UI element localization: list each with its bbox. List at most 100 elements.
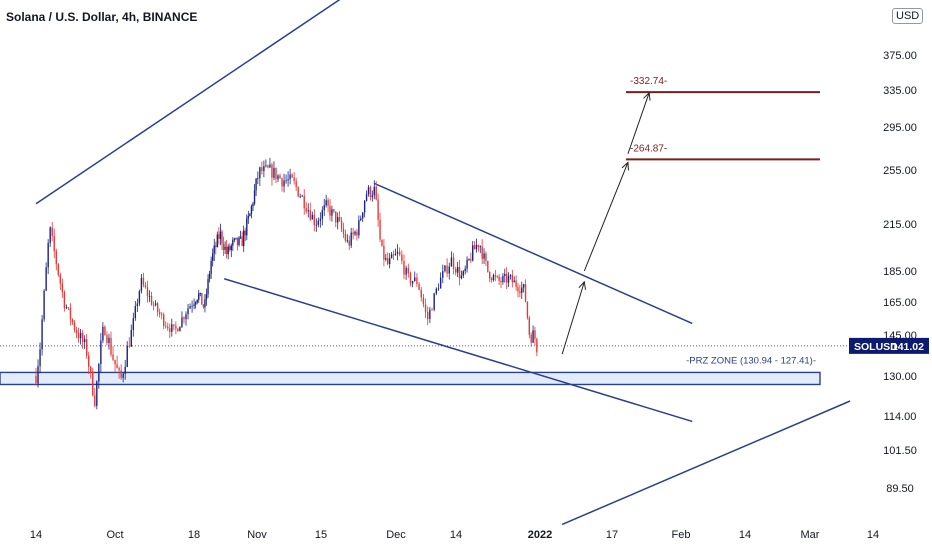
candle-body [128, 345, 130, 347]
candle-body [513, 280, 515, 283]
time-tick-label: 15 [315, 529, 327, 541]
candle-body [53, 236, 55, 252]
candle-body [208, 273, 211, 279]
candle [472, 240, 474, 262]
candle [45, 262, 47, 292]
candle-body [437, 288, 440, 290]
candle-body [496, 276, 498, 278]
price-tick-label: 215.00 [883, 219, 917, 231]
candle-body [261, 167, 263, 172]
candle-body [422, 297, 425, 305]
candle [114, 359, 116, 373]
candle [456, 261, 459, 278]
candle [177, 327, 179, 332]
candle-body [299, 196, 301, 198]
candle-body [183, 317, 185, 320]
candle [536, 337, 538, 357]
candle [424, 298, 427, 319]
candle [522, 283, 525, 293]
candle-body [396, 251, 399, 254]
candle [381, 239, 383, 247]
candle-body [104, 326, 106, 336]
candle-body [144, 284, 147, 288]
candle [39, 342, 41, 373]
candle [446, 258, 448, 277]
candle-body [319, 218, 322, 221]
candle-body [338, 217, 341, 221]
candle [94, 387, 96, 408]
candle [246, 214, 248, 241]
candle [414, 271, 416, 282]
candle-body [148, 295, 151, 297]
candle-body [49, 227, 51, 243]
candle-body [521, 287, 523, 293]
candle-body [362, 212, 364, 219]
candle-body [247, 216, 250, 219]
candle-body [392, 254, 395, 256]
candle-body [301, 195, 303, 197]
candle-body [213, 245, 215, 254]
candle [136, 298, 139, 312]
price-tick-label: 165.00 [883, 297, 917, 309]
candle-body [530, 334, 532, 343]
candle-body [102, 326, 104, 341]
candle [194, 301, 197, 309]
candle [475, 238, 478, 253]
candle-body [41, 319, 43, 350]
candle [43, 289, 45, 322]
candle [216, 231, 219, 248]
candle [346, 234, 349, 243]
candle-body [390, 254, 393, 259]
candle [273, 161, 275, 181]
candle [204, 294, 206, 313]
candle-body [369, 187, 372, 198]
candle [85, 334, 88, 359]
candle [202, 304, 205, 309]
candle-body [189, 306, 191, 309]
candle [307, 203, 309, 218]
candle-body [532, 330, 534, 343]
currency-selector[interactable]: USD [892, 8, 924, 24]
candle-body [69, 307, 72, 320]
candle-body [194, 302, 197, 305]
time-tick-label: Feb [672, 529, 691, 541]
candle-body [79, 332, 82, 339]
candle-body [156, 303, 159, 313]
candle [317, 217, 320, 228]
candle-body [61, 283, 64, 293]
chart-title: Solana / U.S. Dollar, 4h, BINANCE [6, 10, 198, 24]
candle [169, 323, 171, 339]
candle [47, 239, 49, 275]
candle-body [275, 167, 277, 180]
candle [297, 186, 299, 198]
arrow-head [643, 91, 651, 101]
candle-body [335, 211, 337, 223]
candle [144, 282, 147, 289]
candle-body [383, 245, 385, 260]
candle-body [287, 179, 289, 181]
candle [509, 273, 512, 280]
candle [158, 308, 161, 318]
candle-body [114, 359, 116, 365]
candle [452, 252, 455, 275]
candle [277, 174, 279, 182]
candle-body [303, 195, 305, 209]
candle [494, 269, 497, 282]
candle [102, 322, 104, 344]
candle [383, 239, 385, 267]
candle [261, 161, 263, 175]
candle-body [238, 237, 240, 245]
candle-body [98, 364, 100, 382]
candle-body [229, 246, 231, 251]
candle-body [59, 274, 62, 284]
candle [79, 329, 82, 345]
candle [215, 241, 217, 255]
candle-body [110, 337, 112, 355]
candle-body [241, 236, 243, 246]
candle-body [360, 218, 362, 221]
candle-body [388, 258, 391, 264]
time-tick-label: 14 [739, 529, 751, 541]
candle-body [246, 218, 248, 236]
candle-body [85, 339, 88, 356]
